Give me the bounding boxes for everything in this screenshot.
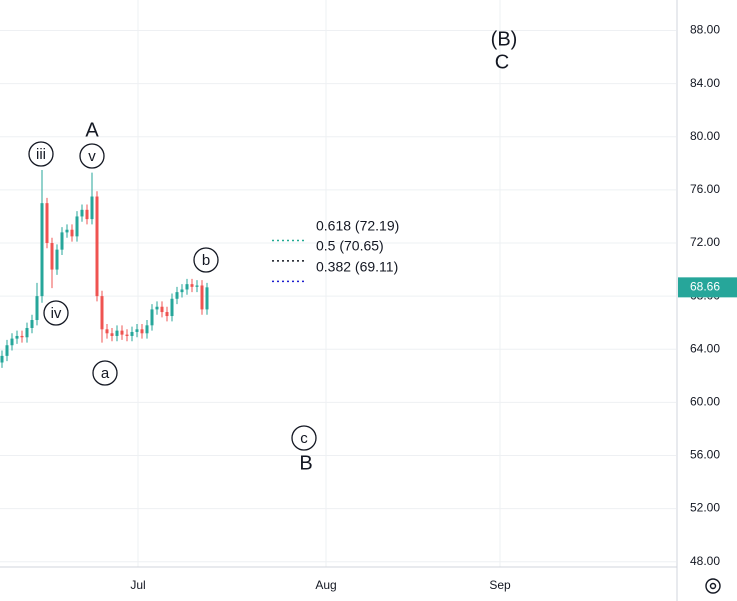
- wave-label-circle: [193, 247, 219, 273]
- y-tick-label: 76.00: [690, 182, 720, 196]
- candle-body: [40, 203, 44, 297]
- candle-body: [80, 209, 84, 217]
- candle-body: [195, 285, 199, 287]
- candle-body: [5, 345, 9, 356]
- x-tick-label: Aug: [315, 578, 336, 592]
- candle-body: [135, 329, 139, 332]
- y-tick-label: 80.00: [690, 129, 720, 143]
- y-tick-label: 52.00: [690, 501, 720, 515]
- fib-level-label: 0.382 (69.11): [316, 259, 398, 275]
- candle-body: [55, 249, 59, 270]
- wave-label: iii: [36, 146, 46, 163]
- fib-level-label: 0.5 (70.65): [316, 238, 384, 254]
- candle-body: [165, 312, 169, 317]
- candle-body: [70, 229, 74, 237]
- wave-label: b: [202, 252, 210, 269]
- candle-body: [65, 229, 69, 233]
- settings-icon[interactable]: [705, 578, 721, 594]
- candle-body: [60, 232, 64, 250]
- y-tick-label: 60.00: [690, 395, 720, 409]
- candle-body: [100, 296, 104, 330]
- wave-label-circle: [291, 425, 317, 451]
- y-tick-label: 48.00: [690, 554, 720, 568]
- last-price-label: 68.66: [690, 280, 720, 294]
- wave-label-circle: [79, 143, 105, 169]
- candle-body: [95, 196, 99, 297]
- candle-body: [85, 209, 89, 220]
- wave-label: a: [101, 365, 110, 382]
- candle-body: [50, 243, 54, 270]
- fib-level-label: 0.618 (72.19): [316, 218, 399, 234]
- candle-body: [90, 196, 94, 220]
- last-price-tag: [678, 277, 737, 298]
- candle-body: [205, 287, 209, 310]
- candle-body: [155, 306, 159, 310]
- wave-label: c: [300, 430, 308, 447]
- x-tick-label: Sep: [489, 578, 511, 592]
- candle-body: [0, 355, 4, 363]
- wave-label: C: [495, 51, 509, 73]
- candle-body: [25, 327, 29, 338]
- candle-body: [180, 289, 184, 293]
- wave-label: iv: [51, 305, 62, 322]
- candle-body: [75, 216, 79, 237]
- candle-body: [15, 335, 19, 339]
- y-tick-label: 72.00: [690, 235, 720, 249]
- candle-body: [110, 333, 114, 336]
- wave-label: v: [88, 148, 96, 165]
- x-tick-label: Jul: [130, 578, 145, 592]
- candle-body: [45, 203, 49, 243]
- candle-body: [125, 334, 129, 336]
- candle-body: [35, 296, 39, 321]
- grid: [0, 0, 676, 567]
- y-tick-label: 64.00: [690, 341, 720, 355]
- y-tick-label: 84.00: [690, 76, 720, 90]
- wave-label: A: [85, 119, 99, 141]
- candle-body: [10, 338, 14, 346]
- axes: 48.0052.0056.0060.0064.0068.0072.0076.00…: [130, 23, 737, 592]
- candle-body: [200, 285, 204, 310]
- candle-body: [145, 325, 149, 334]
- y-tick-label: 88.00: [690, 23, 720, 37]
- candle-body: [175, 292, 179, 299]
- settings-button[interactable]: [705, 578, 721, 594]
- candle-body: [105, 329, 109, 334]
- candle-body: [185, 284, 189, 290]
- candle-body: [150, 309, 154, 326]
- settings-icon-center[interactable]: [709, 582, 717, 590]
- wave-label-circle: [43, 300, 69, 326]
- wave-label-circle: [92, 360, 118, 386]
- candle-body: [120, 330, 124, 335]
- candle-body: [115, 330, 119, 336]
- wave-label: (B): [491, 28, 518, 50]
- candle-body: [140, 329, 144, 334]
- wave-label-circle: [28, 141, 54, 167]
- candle-body: [160, 306, 164, 313]
- plot-area: 0.618 (72.19) 0.5 (70.65) 0.382 (69.11) iii…: [0, 28, 518, 474]
- candle-body: [130, 331, 134, 336]
- candle-body: [30, 320, 34, 328]
- candle-body: [20, 335, 24, 338]
- wave-label: B: [299, 452, 312, 474]
- candle-body: [170, 298, 174, 317]
- candle-body: [190, 284, 194, 287]
- y-tick-label: 56.00: [690, 448, 720, 462]
